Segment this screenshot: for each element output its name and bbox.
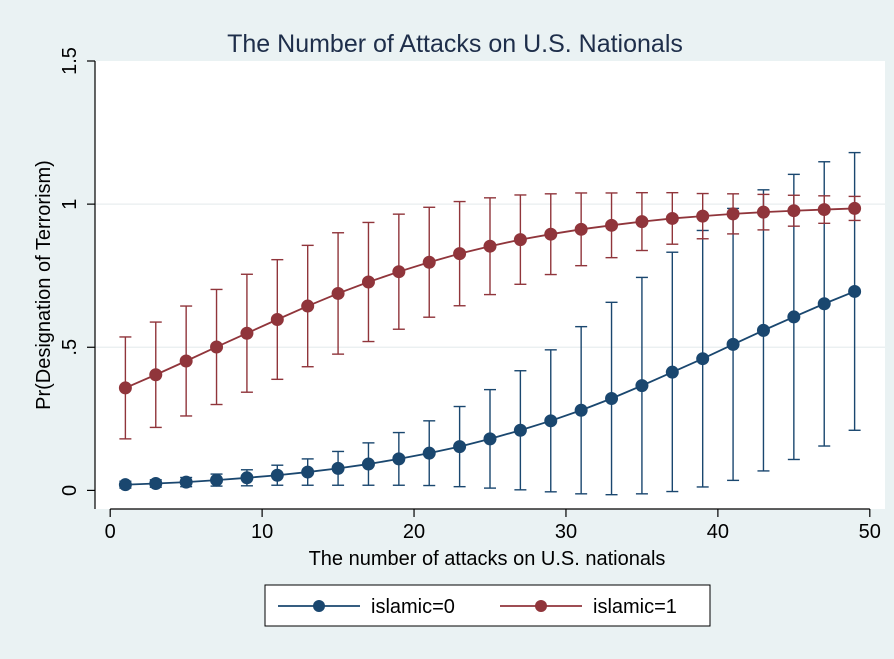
data-point [574,403,588,417]
data-point [605,392,619,406]
legend-label: islamic=0 [371,596,455,618]
data-point [513,233,527,247]
data-point [179,354,193,368]
data-point [240,326,254,340]
data-point [817,203,831,217]
data-point [331,461,345,475]
data-point [605,218,619,232]
data-point [392,265,406,279]
data-point [361,457,375,471]
data-point [149,368,163,382]
data-point [817,297,831,311]
data-point [544,227,558,241]
x-tick-label: 30 [555,521,577,543]
data-point [848,201,862,215]
data-point [696,209,710,223]
x-tick-label: 20 [403,521,425,543]
x-axis-label: The number of attacks on U.S. nationals [309,548,666,570]
data-point [635,379,649,393]
data-point [756,205,770,219]
data-point [118,478,132,492]
data-point [453,440,467,454]
data-point [787,310,801,324]
data-point [422,446,436,460]
data-point [392,452,406,466]
ticks-layer: 0 .5 1 1.5 0 10 20 30 40 50 [59,47,881,543]
data-point [696,352,710,366]
data-point [726,207,740,221]
legend-marker [313,600,325,612]
data-point [301,299,315,313]
y-tick-label: 0 [59,485,81,496]
series-2 [118,191,862,440]
data-point [270,312,284,326]
chart-title: The Number of Attacks on U.S. Nationals [227,30,683,58]
data-point [756,323,770,337]
series-layer [118,151,862,496]
y-axis-label: Pr(Designation of Terrorism) [33,160,55,410]
data-point [483,432,497,446]
data-point [240,471,254,485]
y-tick-label: .5 [59,339,81,356]
data-point [574,222,588,236]
data-point [513,423,527,437]
legend-label: islamic=1 [593,596,677,618]
axes-layer [94,61,870,510]
data-point [848,284,862,298]
data-point [149,477,163,491]
series-1 [118,151,862,496]
x-tick-label: 40 [707,521,729,543]
data-point [210,340,224,354]
x-tick-label: 0 [105,521,116,543]
data-point [787,204,801,218]
data-point [210,473,224,487]
data-point [179,475,193,489]
data-point [726,337,740,351]
x-tick-label: 10 [251,521,273,543]
data-point [483,239,497,253]
data-point [118,381,132,395]
data-point [665,211,679,225]
y-tick-label: 1.5 [59,47,81,75]
data-point [635,215,649,229]
x-tick-label: 50 [859,521,881,543]
legend: islamic=0 islamic=1 [264,584,711,627]
data-point [422,255,436,269]
data-point [270,468,284,482]
y-tick-label: 1 [59,199,81,210]
data-point [331,286,345,300]
data-point [544,414,558,428]
legend-marker [535,600,547,612]
data-point [453,247,467,261]
data-point [301,465,315,479]
data-point [361,275,375,289]
data-point [665,365,679,379]
